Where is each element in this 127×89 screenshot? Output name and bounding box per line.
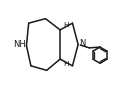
Text: H: H: [63, 22, 68, 28]
Text: NH: NH: [13, 40, 26, 49]
Text: N: N: [79, 39, 85, 48]
Text: H: H: [63, 61, 68, 67]
